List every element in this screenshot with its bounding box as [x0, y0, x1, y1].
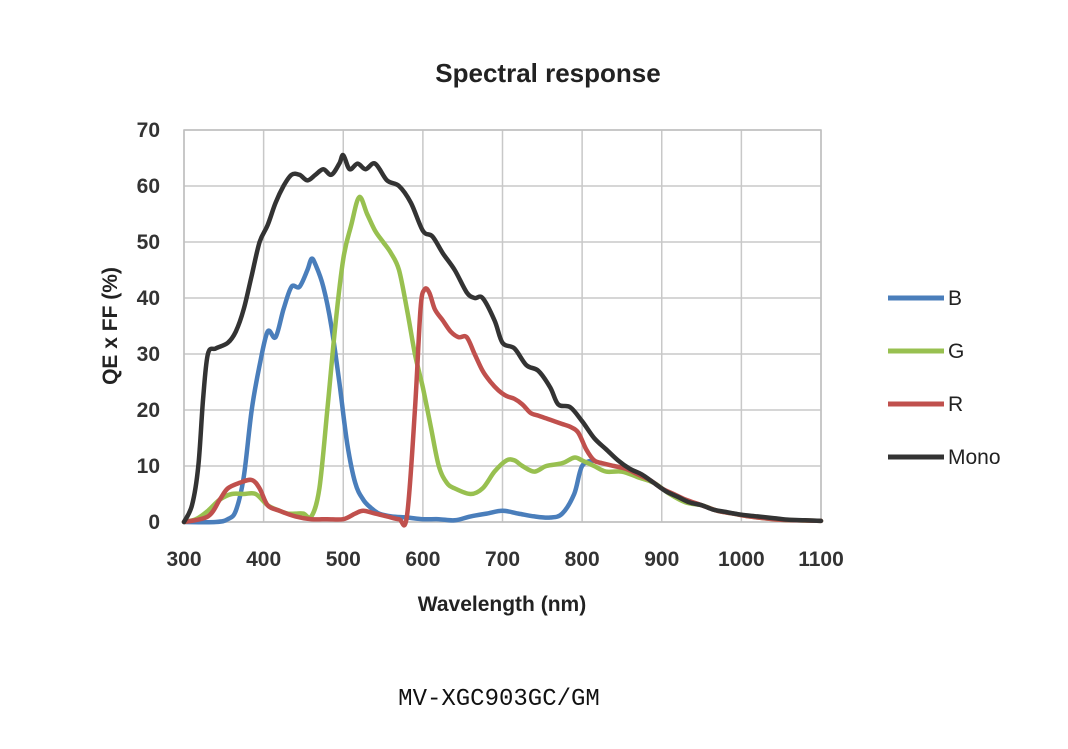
y-tick-label: 10	[137, 455, 160, 478]
y-axis-label: QE x FF (%)	[99, 267, 122, 385]
x-tick-label: 600	[405, 548, 440, 571]
x-axis-ticks: 300 400 500 600 700 800 900 1000 1100	[166, 548, 843, 571]
legend-label-r: R	[948, 393, 963, 416]
legend-label-mono: Mono	[948, 446, 1001, 469]
model-caption: MV-XGC903GC/GM	[398, 686, 600, 713]
x-tick-label: 400	[246, 548, 281, 571]
y-tick-label: 40	[137, 287, 160, 310]
legend-label-g: G	[948, 340, 964, 363]
x-tick-label: 800	[565, 548, 600, 571]
x-tick-label: 1000	[718, 548, 765, 571]
y-tick-label: 20	[137, 399, 160, 422]
y-axis-ticks: 0 10 20 30 40 50 60 70	[137, 119, 160, 534]
y-tick-label: 60	[137, 175, 160, 198]
x-tick-label: 500	[326, 548, 361, 571]
x-axis-label: Wavelength (nm)	[418, 593, 586, 616]
series-lines	[181, 152, 824, 528]
x-tick-label: 300	[166, 548, 201, 571]
x-tick-label: 700	[485, 548, 520, 571]
y-tick-label: 0	[148, 511, 160, 534]
legend-label-b: B	[948, 287, 962, 310]
y-tick-label: 30	[137, 343, 160, 366]
x-tick-label: 900	[644, 548, 679, 571]
y-tick-label: 70	[137, 119, 160, 142]
x-tick-label: 1100	[798, 548, 844, 571]
series-line-b	[181, 256, 597, 525]
legend: B G R Mono	[888, 287, 1001, 469]
plot-area-frame	[183, 129, 822, 523]
series-line-mono	[181, 152, 824, 525]
y-tick-label: 50	[137, 231, 160, 254]
chart-title: Spectral response	[435, 58, 660, 88]
